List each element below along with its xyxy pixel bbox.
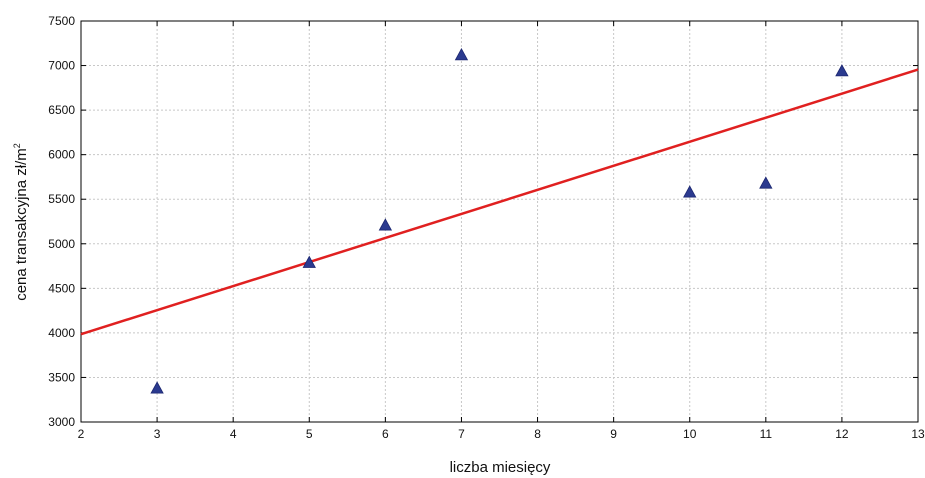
grid-lines: [80, 20, 919, 423]
y-axis-title-superscript: 2: [12, 143, 22, 148]
x-tick-labels: 2 3 4 5 6 7 8 9 10 11 12 13: [78, 427, 925, 441]
data-point-triangle: [759, 176, 773, 189]
x-tick-label: 13: [911, 427, 925, 441]
x-tick-label: 4: [230, 427, 237, 441]
data-point-triangle: [683, 185, 697, 198]
y-tick-label: 4500: [48, 281, 75, 295]
data-points: [150, 48, 849, 394]
x-tick-label: 12: [835, 427, 849, 441]
y-tick-label: 5000: [48, 237, 75, 251]
x-tick-label: 9: [610, 427, 617, 441]
x-tick-label: 3: [154, 427, 161, 441]
y-tick-label: 3000: [48, 415, 75, 429]
x-tick-label: 2: [78, 427, 85, 441]
data-point-triangle: [378, 218, 393, 231]
y-tick-label: 5500: [48, 192, 75, 206]
plot-frame: [80, 20, 919, 423]
data-point-triangle: [302, 255, 316, 268]
x-tick-label: 8: [534, 427, 541, 441]
y-tick-label: 7000: [48, 59, 75, 73]
x-tick-label: 7: [458, 427, 465, 441]
y-tick-label: 6500: [48, 103, 75, 117]
y-tick-label: 6000: [48, 148, 75, 162]
trend-line-group: [80, 68, 919, 336]
y-tick-label: 4000: [48, 326, 75, 340]
data-point-triangle: [454, 48, 469, 61]
data-point-triangle: [835, 64, 849, 77]
x-tick-label: 10: [683, 427, 697, 441]
y-axis-title: cena transakcyjna zł/m2: [12, 143, 30, 301]
data-point-triangle: [150, 381, 164, 394]
axes: [80, 20, 919, 423]
x-axis-title: liczba miesięcy: [450, 459, 551, 476]
y-tick-label: 3500: [48, 370, 75, 384]
y-tick-label: 7500: [48, 14, 75, 28]
x-tick-label: 11: [760, 427, 773, 441]
x-tick-label: 6: [382, 427, 389, 441]
trend-line: [80, 68, 919, 336]
y-axis-title-main: cena transakcyjna zł/m: [13, 148, 30, 301]
x-tick-label: 5: [306, 427, 313, 441]
y-tick-labels: 3000 3500 4000 4500 5000 5500 6000 6500 7000 7500: [48, 14, 75, 429]
